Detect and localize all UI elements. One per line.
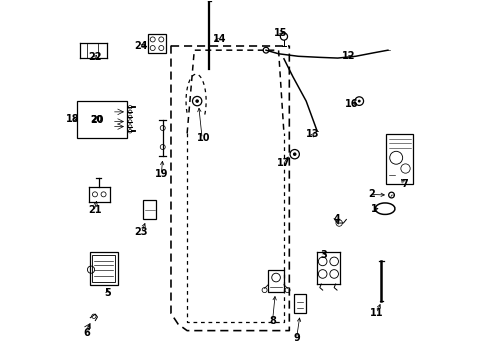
Bar bbox=[267, 270, 284, 292]
Text: 12: 12 bbox=[341, 51, 354, 61]
Text: 20: 20 bbox=[90, 115, 103, 124]
Circle shape bbox=[195, 99, 199, 103]
Text: 7: 7 bbox=[401, 179, 407, 189]
Text: 19: 19 bbox=[154, 168, 168, 179]
Text: 2: 2 bbox=[367, 189, 374, 199]
Bar bbox=[386, 134, 412, 184]
Text: 18: 18 bbox=[66, 114, 80, 124]
Bar bbox=[293, 294, 305, 314]
Text: 22: 22 bbox=[88, 52, 101, 62]
Bar bbox=[143, 200, 156, 220]
Text: 1: 1 bbox=[370, 204, 377, 214]
Text: 4: 4 bbox=[333, 215, 340, 224]
Text: 17: 17 bbox=[276, 158, 289, 168]
Text: 20: 20 bbox=[90, 115, 103, 125]
Bar bbox=[92, 255, 115, 282]
Text: 24: 24 bbox=[134, 41, 148, 50]
Text: 8: 8 bbox=[268, 316, 275, 325]
Text: 15: 15 bbox=[273, 28, 286, 38]
Text: 5: 5 bbox=[104, 288, 111, 298]
Text: 21: 21 bbox=[88, 206, 101, 216]
Text: 14: 14 bbox=[213, 35, 226, 44]
Text: 6: 6 bbox=[83, 328, 90, 338]
Bar bbox=[148, 34, 166, 53]
Text: 16: 16 bbox=[345, 99, 358, 109]
Text: 11: 11 bbox=[369, 308, 383, 318]
Text: 23: 23 bbox=[134, 227, 148, 237]
Text: 9: 9 bbox=[292, 333, 299, 343]
Bar bbox=[89, 252, 118, 285]
Circle shape bbox=[357, 100, 360, 103]
Text: 10: 10 bbox=[196, 133, 209, 143]
Text: 3: 3 bbox=[319, 250, 326, 260]
Bar bbox=[77, 101, 126, 138]
Text: 13: 13 bbox=[305, 129, 319, 139]
Circle shape bbox=[292, 152, 296, 156]
